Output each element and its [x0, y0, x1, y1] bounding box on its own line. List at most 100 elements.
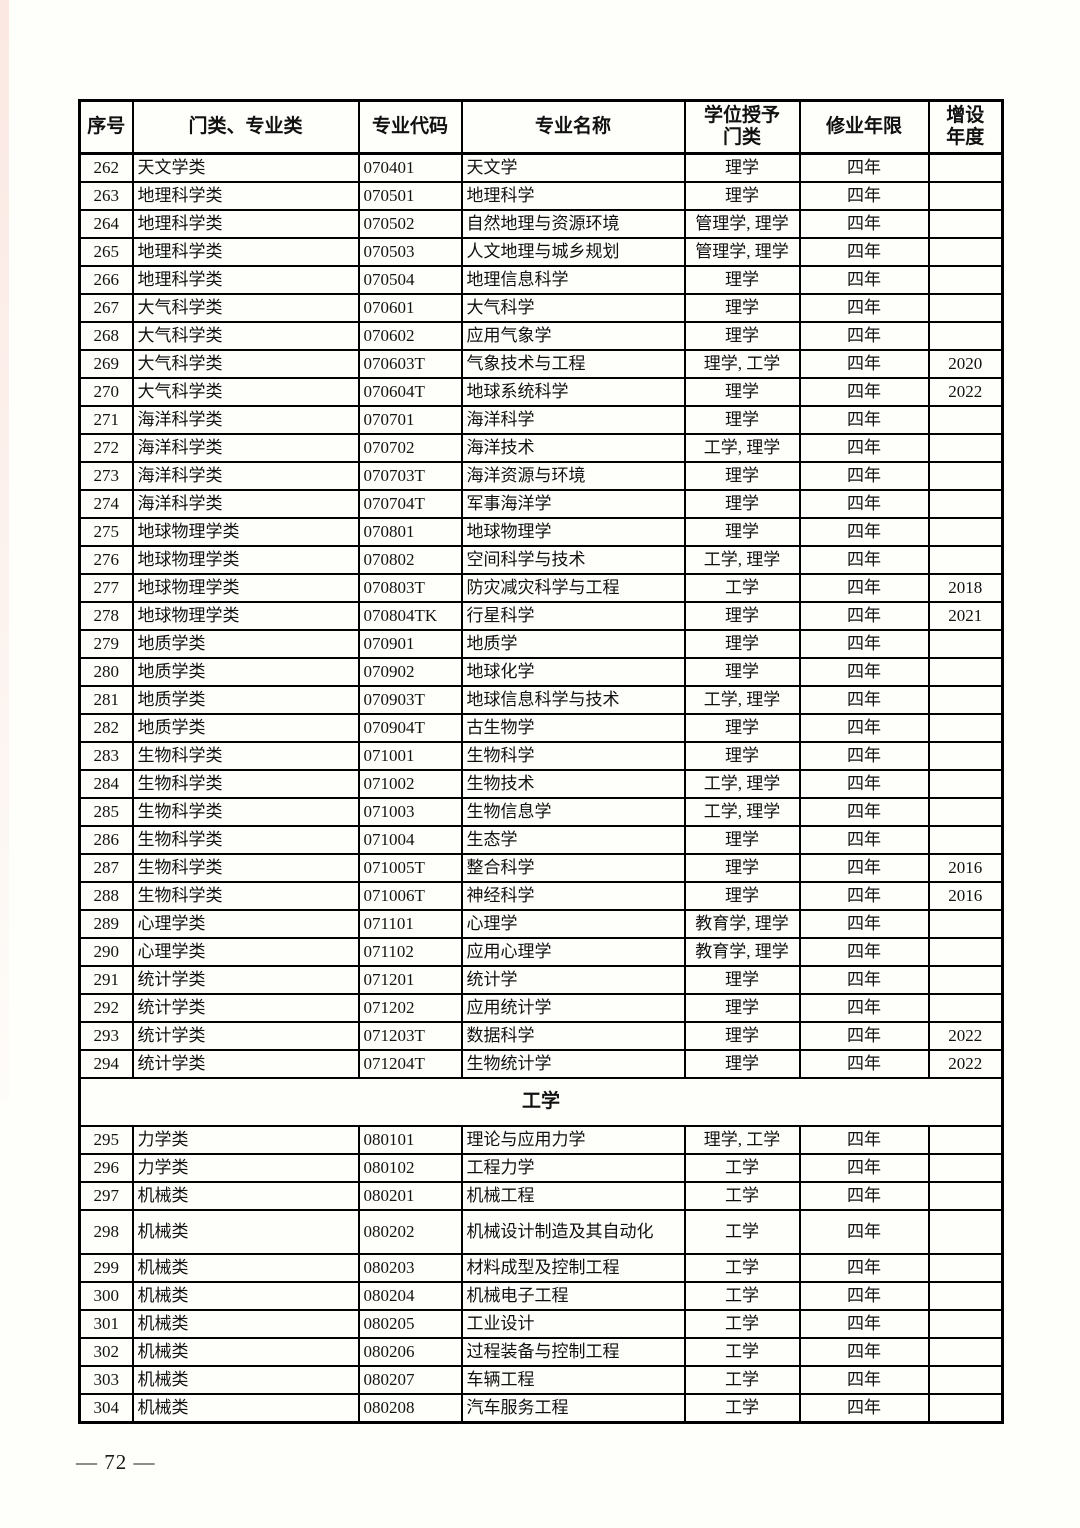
cell-years: 四年 [798, 1021, 930, 1051]
cell-years: 四年 [798, 825, 930, 855]
cell-no: 286 [78, 825, 134, 855]
cell-years: 四年 [798, 461, 930, 491]
cell-category: 统计学类 [131, 965, 360, 995]
cell-degree: 理学 [683, 853, 801, 883]
cell-name: 材料成型及控制工程 [460, 1253, 686, 1283]
cell-name: 地理科学 [460, 181, 686, 211]
cell-years: 四年 [798, 1153, 930, 1183]
cell-category: 地球物理学类 [131, 573, 360, 603]
cell-degree: 理学 [683, 517, 801, 547]
cell-no: 280 [78, 657, 134, 687]
cell-no: 267 [78, 293, 134, 323]
table-row: 276 地球物理学类 070802 空间科学与技术 工学, 理学 四年 [78, 545, 1004, 575]
cell-code: 070902 [357, 657, 463, 687]
cell-category: 地质学类 [131, 685, 360, 715]
col-header-added: 增设 年度 [927, 99, 1004, 155]
table-row: 263 地理科学类 070501 地理科学 理学 四年 [78, 181, 1004, 211]
cell-years: 四年 [798, 545, 930, 575]
cell-added [927, 321, 1004, 351]
cell-degree: 理学 [683, 657, 801, 687]
cell-years: 四年 [798, 1337, 930, 1367]
table-row: 265 地理科学类 070503 人文地理与城乡规划 管理学, 理学 四年 [78, 237, 1004, 267]
cell-category: 生物科学类 [131, 797, 360, 827]
cell-years: 四年 [798, 657, 930, 687]
cell-category: 机械类 [131, 1309, 360, 1339]
cell-code: 070702 [357, 433, 463, 463]
cell-no: 278 [78, 601, 134, 631]
cell-years: 四年 [798, 321, 930, 351]
col-header-category: 门类、专业类 [131, 99, 360, 155]
table-row: 277 地球物理学类 070803T 防灾减灾科学与工程 工学 四年 2018 [78, 573, 1004, 603]
cell-years: 四年 [798, 713, 930, 743]
cell-name: 整合科学 [460, 853, 686, 883]
cell-category: 海洋科学类 [131, 405, 360, 435]
cell-name: 海洋资源与环境 [460, 461, 686, 491]
cell-code: 071004 [357, 825, 463, 855]
cell-added [927, 769, 1004, 799]
table-row: 302 机械类 080206 过程装备与控制工程 工学 四年 [78, 1337, 1004, 1367]
cell-no: 288 [78, 881, 134, 911]
cell-name: 机械设计制造及其自动化 [460, 1209, 686, 1255]
cell-no: 272 [78, 433, 134, 463]
cell-no: 298 [78, 1209, 134, 1255]
cell-added [927, 657, 1004, 687]
cell-degree: 工学 [683, 573, 801, 603]
cell-degree: 理学, 工学 [683, 1125, 801, 1155]
cell-name: 海洋技术 [460, 433, 686, 463]
cell-category: 大气科学类 [131, 377, 360, 407]
cell-years: 四年 [798, 209, 930, 239]
table-row: 303 机械类 080207 车辆工程 工学 四年 [78, 1365, 1004, 1395]
cell-added [927, 237, 1004, 267]
table-body: 262 天文学类 070401 天文学 理学 四年 263 地理科学类 070501 地理科学 理学… [78, 152, 1004, 1424]
cell-degree: 工学 [683, 1337, 801, 1367]
cell-no: 266 [78, 265, 134, 295]
table-row: 282 地质学类 070904T 古生物学 理学 四年 [78, 713, 1004, 743]
cell-added [927, 293, 1004, 323]
cell-added [927, 433, 1004, 463]
cell-degree: 理学 [683, 629, 801, 659]
cell-degree: 理学 [683, 321, 801, 351]
table-row: 280 地质学类 070902 地球化学 理学 四年 [78, 657, 1004, 687]
table-row: 283 生物科学类 071001 生物科学 理学 四年 [78, 741, 1004, 771]
cell-code: 071201 [357, 965, 463, 995]
cell-no: 299 [78, 1253, 134, 1283]
cell-years: 四年 [798, 853, 930, 883]
cell-no: 262 [78, 152, 134, 183]
cell-category: 地理科学类 [131, 265, 360, 295]
cell-category: 统计学类 [131, 1049, 360, 1079]
cell-no: 287 [78, 853, 134, 883]
cell-code: 070801 [357, 517, 463, 547]
cell-name: 生物信息学 [460, 797, 686, 827]
cell-name: 应用气象学 [460, 321, 686, 351]
cell-no: 271 [78, 405, 134, 435]
cell-added [927, 909, 1004, 939]
cell-degree: 理学 [683, 741, 801, 771]
cell-category: 地理科学类 [131, 209, 360, 239]
cell-category: 心理学类 [131, 937, 360, 967]
cell-name: 海洋科学 [460, 405, 686, 435]
cell-added [927, 825, 1004, 855]
cell-code: 080102 [357, 1153, 463, 1183]
cell-code: 080201 [357, 1181, 463, 1211]
cell-name: 地理信息科学 [460, 265, 686, 295]
cell-code: 070703T [357, 461, 463, 491]
cell-years: 四年 [798, 433, 930, 463]
cell-degree: 工学 [683, 1281, 801, 1311]
cell-category: 统计学类 [131, 993, 360, 1023]
cell-category: 统计学类 [131, 1021, 360, 1051]
cell-category: 生物科学类 [131, 853, 360, 883]
cell-degree: 管理学, 理学 [683, 209, 801, 239]
cell-no: 296 [78, 1153, 134, 1183]
cell-added: 2020 [927, 349, 1004, 379]
cell-years: 四年 [798, 1125, 930, 1155]
cell-years: 四年 [798, 517, 930, 547]
cell-degree: 理学 [683, 152, 801, 183]
cell-added [927, 181, 1004, 211]
cell-degree: 理学, 工学 [683, 349, 801, 379]
cell-added [927, 545, 1004, 575]
cell-added [927, 685, 1004, 715]
table-row: 273 海洋科学类 070703T 海洋资源与环境 理学 四年 [78, 461, 1004, 491]
cell-degree: 理学 [683, 1049, 801, 1079]
cell-code: 070602 [357, 321, 463, 351]
cell-no: 304 [78, 1393, 134, 1424]
